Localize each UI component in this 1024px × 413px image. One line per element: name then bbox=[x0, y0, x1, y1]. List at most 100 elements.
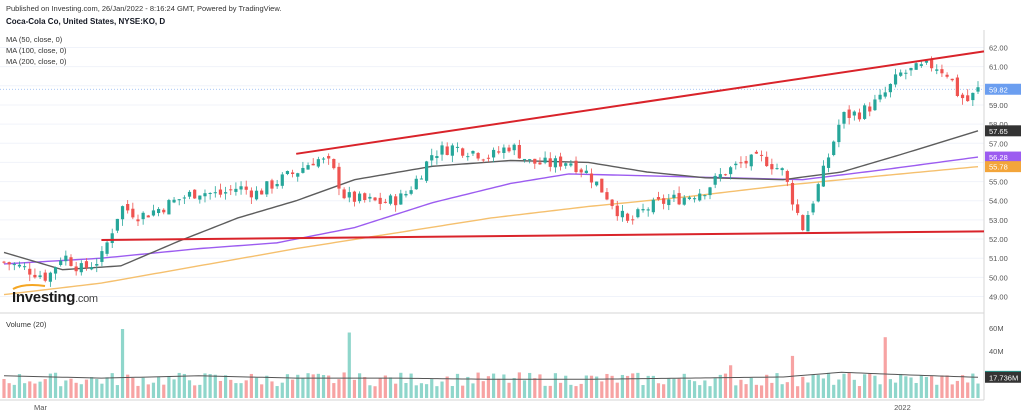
volume-bar bbox=[713, 378, 717, 398]
ma-value-badge-1-bg bbox=[985, 151, 1021, 163]
candle-body bbox=[589, 173, 594, 183]
volume-bar bbox=[780, 384, 784, 398]
time-axis: Mar 2022 bbox=[34, 403, 911, 412]
volume-bar bbox=[564, 375, 568, 398]
candle-body bbox=[713, 175, 717, 185]
candle-body bbox=[976, 87, 980, 92]
volume-bar bbox=[74, 382, 78, 398]
candle-body bbox=[79, 263, 83, 273]
volume-bar bbox=[352, 379, 357, 398]
candle-body bbox=[543, 157, 547, 163]
volume-bar bbox=[631, 373, 635, 398]
volume-bar bbox=[33, 383, 37, 398]
ma-50-line bbox=[3, 130, 979, 271]
candle-body bbox=[574, 160, 578, 173]
volume-bar bbox=[373, 386, 377, 398]
candle-body bbox=[74, 266, 78, 272]
volume-indicator-label[interactable]: Volume (20) bbox=[6, 320, 47, 329]
volume-bar bbox=[187, 380, 192, 398]
candle-body bbox=[445, 146, 449, 155]
volume-bar bbox=[852, 379, 856, 398]
volume-bar bbox=[826, 372, 831, 398]
volume-bar bbox=[399, 372, 403, 398]
volume-bar bbox=[692, 381, 697, 398]
candle-body bbox=[481, 159, 485, 161]
investing-logo: Investing.com bbox=[12, 284, 98, 306]
volume-bar bbox=[837, 379, 841, 398]
candle-body bbox=[213, 192, 217, 194]
candle-body bbox=[110, 233, 114, 244]
volume-bar bbox=[672, 378, 676, 398]
candle-body bbox=[837, 124, 841, 143]
volume-bar bbox=[229, 379, 233, 398]
candle-body bbox=[357, 193, 362, 202]
legend-ma-200[interactable]: MA (200, close, 0) bbox=[6, 57, 67, 66]
volume-bar bbox=[296, 374, 300, 398]
volume-bar bbox=[234, 383, 238, 398]
volume-bar bbox=[940, 375, 944, 398]
volume-bar bbox=[486, 376, 491, 398]
candle-body bbox=[558, 156, 563, 167]
candle-body bbox=[126, 204, 130, 211]
volume-bar bbox=[610, 375, 614, 398]
candle-body bbox=[692, 198, 697, 200]
volume-bar bbox=[12, 384, 16, 398]
candle-body bbox=[960, 94, 965, 99]
price-tick-label: 62.00 bbox=[989, 43, 1008, 52]
volume-bar bbox=[440, 381, 444, 398]
candle-body bbox=[749, 154, 753, 167]
volume-bar bbox=[687, 379, 692, 398]
volume-bar bbox=[388, 377, 393, 398]
volume-bar bbox=[378, 378, 382, 398]
volume-bar bbox=[115, 385, 119, 398]
candle-body bbox=[517, 144, 521, 159]
volume-bar bbox=[667, 378, 671, 398]
candle-body bbox=[785, 171, 789, 182]
candle-body bbox=[811, 203, 815, 213]
ma-value-badge-2: 55.78 bbox=[989, 163, 1008, 172]
candle-body bbox=[935, 69, 939, 71]
volume-bar bbox=[17, 374, 22, 398]
volume-bar bbox=[90, 377, 94, 398]
candle-body bbox=[105, 242, 109, 254]
candle-body bbox=[847, 109, 851, 118]
candle-body bbox=[28, 268, 32, 275]
volume-bar bbox=[615, 382, 619, 398]
volume-bar bbox=[95, 379, 99, 398]
volume-bar bbox=[904, 376, 908, 398]
candle-body bbox=[497, 151, 501, 153]
volume-bar bbox=[579, 383, 583, 398]
candle-body bbox=[455, 146, 460, 148]
candle-body bbox=[770, 164, 774, 170]
candle-body bbox=[332, 159, 336, 169]
candle-body bbox=[816, 184, 820, 202]
volume-tick-label: 60M bbox=[989, 324, 1004, 333]
trendlines[interactable] bbox=[101, 50, 985, 241]
legend-ma-100[interactable]: MA (100, close, 0) bbox=[6, 46, 67, 55]
time-tick-label: Mar bbox=[34, 403, 47, 412]
candle-body bbox=[203, 193, 207, 197]
logo-swoosh-icon bbox=[12, 284, 46, 290]
candle-body bbox=[146, 215, 150, 218]
volume-bar bbox=[409, 373, 413, 398]
volume-bar bbox=[682, 373, 686, 398]
volume-bar bbox=[919, 375, 923, 398]
volume-bar bbox=[662, 384, 666, 398]
ma-200-line bbox=[3, 165, 979, 296]
volume-bar bbox=[337, 379, 341, 398]
candle-body bbox=[363, 193, 367, 201]
candle-body bbox=[84, 261, 89, 268]
candle-body bbox=[17, 264, 22, 267]
volume-bar bbox=[347, 332, 351, 398]
candle-body bbox=[223, 192, 228, 194]
volume-bar bbox=[306, 373, 310, 398]
trendline-lower-support bbox=[101, 230, 985, 241]
legend-ma-50[interactable]: MA (50, close, 0) bbox=[6, 35, 63, 44]
candle-body bbox=[311, 163, 315, 166]
candle-body bbox=[316, 159, 320, 167]
ma-value-badge-2-bg bbox=[985, 161, 1021, 173]
candle-body bbox=[806, 214, 810, 232]
candle-body bbox=[723, 174, 728, 176]
candle-body bbox=[249, 190, 253, 198]
